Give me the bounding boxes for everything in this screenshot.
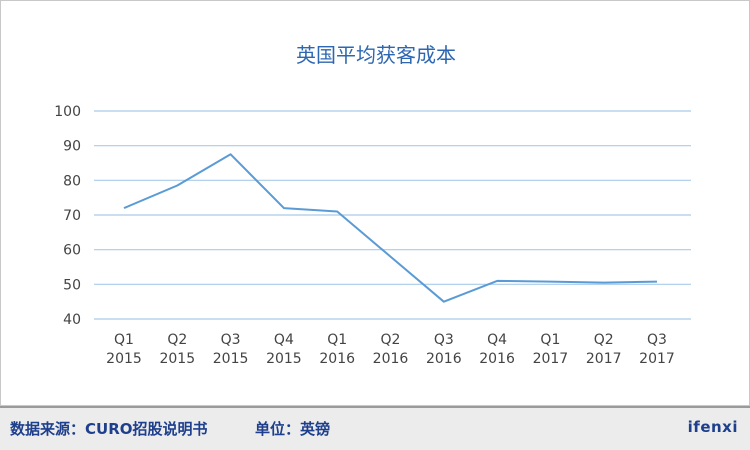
x-tick-label-quarter: Q4 [274,332,294,348]
y-tick-label: 70 [63,208,81,224]
x-tick-label-year: 2016 [426,351,462,367]
x-tick-label-year: 2016 [479,351,515,367]
chart-frame: 英国平均获客成本 40 50 60 70 80 90 100 Q1 2015 Q2 2015 Q3 2… [0,0,750,406]
x-tick-label-year: 2017 [533,351,569,367]
series-line-layer [124,154,657,301]
x-tick-label-quarter: Q2 [381,332,401,348]
x-tick-label-year: 2017 [586,351,622,367]
y-tick-label: 40 [63,312,81,328]
x-tick-label-quarter: Q1 [114,332,134,348]
y-tick-label: 80 [63,173,81,189]
x-tick-label-year: 2015 [159,351,195,367]
x-tick-label-year: 2015 [266,351,302,367]
x-tick-label-quarter: Q1 [540,332,560,348]
y-tick-label: 90 [63,139,81,155]
chart-title: 英国平均获客成本 [296,43,456,67]
x-tick-label-year: 2016 [319,351,355,367]
x-tick-label-quarter: Q3 [434,332,454,348]
unit-note: 单位：英镑 [255,418,330,439]
x-tick-label-quarter: Q3 [647,332,667,348]
brand-logo: ifenxi [688,418,738,436]
y-tick-label: 60 [63,243,81,259]
x-tick-label-year: 2016 [373,351,409,367]
footer-bar: 数据来源：CURO招股说明书 单位：英镑 ifenxi [0,406,750,450]
x-tick-label-year: 2015 [106,351,142,367]
series-line [124,154,657,301]
x-tick-label-quarter: Q2 [167,332,187,348]
x-tick-label-quarter: Q2 [594,332,614,348]
data-source-note: 数据来源：CURO招股说明书 [10,418,208,439]
y-axis-ticks: 40 50 60 70 80 90 100 [54,104,81,328]
y-tick-label: 50 [63,277,81,293]
x-tick-label-year: 2017 [639,351,675,367]
x-tick-label-year: 2015 [213,351,249,367]
x-axis-ticks: Q1 2015 Q2 2015 Q3 2015 Q4 2015 Q1 2016 Q2 2016 Q3 20… [106,332,675,367]
x-tick-label-quarter: Q4 [487,332,507,348]
x-tick-label-quarter: Q3 [221,332,241,348]
line-chart: 英国平均获客成本 40 50 60 70 80 90 100 Q1 2015 Q2 2015 Q3 2… [1,1,749,405]
y-tick-label: 100 [54,104,81,120]
grid [94,111,691,319]
x-tick-label-quarter: Q1 [327,332,347,348]
